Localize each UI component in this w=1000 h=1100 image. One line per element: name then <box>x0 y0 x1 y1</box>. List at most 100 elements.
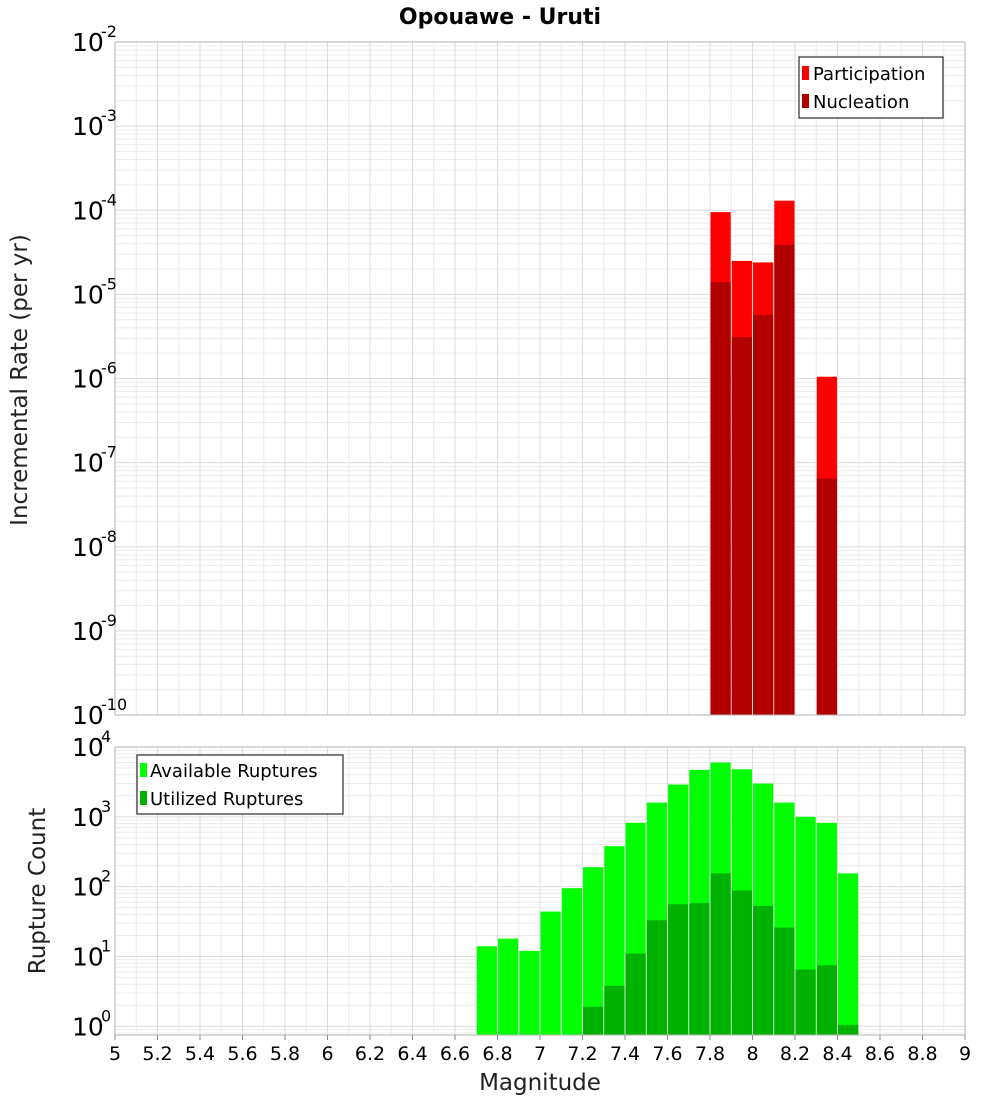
top-y-tick-base: 10 <box>72 449 104 478</box>
top-plot-frame <box>114 41 966 716</box>
top-y-tick-exponent: -4 <box>101 190 117 209</box>
chart-title: Opouawe - Uruti <box>399 5 601 30</box>
bottom-y-tick-base: 10 <box>72 803 104 832</box>
top-y-tick-base: 10 <box>72 701 104 730</box>
x-tick-label: 7 <box>534 1043 546 1065</box>
x-tick-label: 6.4 <box>397 1043 427 1065</box>
top-y-tick-base: 10 <box>72 196 104 225</box>
bottom-bar-utilized-ruptures <box>604 985 625 1035</box>
bottom-bar-available-ruptures <box>498 938 519 1035</box>
x-tick-label: 7.8 <box>695 1043 725 1065</box>
x-tick-label: 6.2 <box>355 1043 385 1065</box>
x-tick-label: 9 <box>959 1043 971 1065</box>
x-tick-label: 6.6 <box>440 1043 470 1065</box>
bottom-y-tick-base: 10 <box>72 942 104 971</box>
legend-label-available: Available Ruptures <box>150 761 318 782</box>
bottom-y-tick-base: 10 <box>72 1012 104 1041</box>
top-bar-nucleation <box>816 478 837 715</box>
x-tick-label: 7.2 <box>567 1043 597 1065</box>
top-y-tick-base: 10 <box>72 280 104 309</box>
bottom-y-tick-base: 10 <box>72 873 104 902</box>
bottom-y-tick-label: 100 <box>72 1006 111 1041</box>
bottom-bar-utilized-ruptures <box>689 903 710 1035</box>
legend-label-utilized: Utilized Ruptures <box>150 789 303 810</box>
top-bar-nucleation <box>731 337 752 715</box>
x-tick-label: 8.2 <box>780 1043 810 1065</box>
top-y-tick-exponent: -2 <box>101 22 117 41</box>
top-legend-box <box>798 56 944 119</box>
bottom-bar-utilized-ruptures <box>646 920 667 1035</box>
top-gridlines <box>114 41 966 716</box>
top-bars <box>710 200 837 716</box>
x-tick-label: 7.6 <box>652 1043 682 1065</box>
bottom-bar-utilized-ruptures <box>838 1024 859 1035</box>
legend-swatch-participation <box>802 66 809 80</box>
bottom-bar-utilized-ruptures <box>583 1006 604 1035</box>
bottom-y-tick-exponent: 0 <box>101 1006 111 1025</box>
bottom-bar-utilized-ruptures <box>668 904 689 1035</box>
x-tick-label: 7.4 <box>610 1043 640 1065</box>
bottom-y-tick-label: 104 <box>72 727 111 762</box>
bottom-y-axis-title: Rupture Count <box>25 808 51 974</box>
bottom-bar-utilized-ruptures <box>710 873 731 1035</box>
bottom-bar-available-ruptures <box>583 867 604 1035</box>
bottom-y-tick-label: 101 <box>72 936 111 971</box>
top-y-tick-exponent: -9 <box>101 611 117 630</box>
bottom-y-tick-base: 10 <box>72 733 104 762</box>
legend-label-participation: Participation <box>813 64 925 85</box>
bottom-bar-available-ruptures <box>476 946 497 1035</box>
legend-swatch-utilized <box>140 791 147 805</box>
x-tick-label: 8.6 <box>865 1043 895 1065</box>
top-y-tick-exponent: -5 <box>101 274 117 293</box>
top-y-tick-base: 10 <box>72 617 104 646</box>
x-tick-label: 5.2 <box>142 1043 172 1065</box>
x-tick-labels: 5 5.2 5.4 5.6 5.8 6 6.2 6.4 6.6 6.8 7 7.2 7.4 7.6 7.8 8… <box>109 1035 971 1065</box>
top-y-tick-label: 10-10 <box>72 695 127 730</box>
bottom-bar-utilized-ruptures <box>625 953 646 1035</box>
top-y-tick-exponent: -6 <box>101 359 117 378</box>
top-y-tick-base: 10 <box>72 365 104 394</box>
top-y-axis-title: Incremental Rate (per yr) <box>7 234 33 526</box>
bottom-y-tick-exponent: 2 <box>101 867 111 886</box>
x-tick-label: 5.6 <box>227 1043 257 1065</box>
bottom-y-tick-exponent: 4 <box>101 727 111 746</box>
legend-label-nucleation: Nucleation <box>813 92 909 113</box>
x-axis-title: Magnitude <box>479 1070 601 1096</box>
top-y-tick-exponent: -8 <box>101 527 117 546</box>
bottom-bar-available-ruptures <box>838 873 859 1035</box>
top-bar-nucleation <box>710 282 731 715</box>
bottom-y-tick-exponent: 3 <box>101 797 111 816</box>
bottom-bar-utilized-ruptures <box>753 905 774 1035</box>
top-y-tick-exponent: -3 <box>101 106 117 125</box>
bottom-bar-utilized-ruptures <box>774 927 795 1035</box>
x-tick-label: 8.4 <box>822 1043 852 1065</box>
x-tick-label: 8 <box>746 1043 758 1065</box>
top-y-tick-base: 10 <box>72 533 104 562</box>
bottom-legend: Available Ruptures Utilized Ruptures <box>136 754 344 815</box>
top-y-tick-exponent: -10 <box>101 695 127 714</box>
top-y-tick-label: 10-4 <box>72 190 117 225</box>
x-tick-label: 5 <box>109 1043 121 1065</box>
bottom-bar-utilized-ruptures <box>795 969 816 1035</box>
top-y-tick-label: 10-2 <box>72 22 117 57</box>
top-y-tick-base: 10 <box>72 28 104 57</box>
top-y-tick-label: 10-9 <box>72 611 117 646</box>
bottom-y-tick-exponent: 1 <box>101 936 111 955</box>
bottom-bar-available-ruptures <box>519 950 540 1035</box>
legend-swatch-nucleation <box>802 94 809 108</box>
bottom-bars <box>476 762 859 1035</box>
bottom-bar-available-ruptures <box>561 888 582 1035</box>
top-bar-nucleation <box>774 244 795 716</box>
top-y-tick-label: 10-5 <box>72 274 117 309</box>
top-y-tick-label: 10-8 <box>72 527 117 562</box>
top-y-tick-label: 10-6 <box>72 359 117 394</box>
top-legend: Participation Nucleation <box>798 56 944 119</box>
top-y-tick-label: 10-7 <box>72 443 117 478</box>
x-tick-label: 6 <box>321 1043 333 1065</box>
top-y-tick-exponent: -7 <box>101 443 117 462</box>
bottom-y-tick-label: 103 <box>72 797 111 832</box>
